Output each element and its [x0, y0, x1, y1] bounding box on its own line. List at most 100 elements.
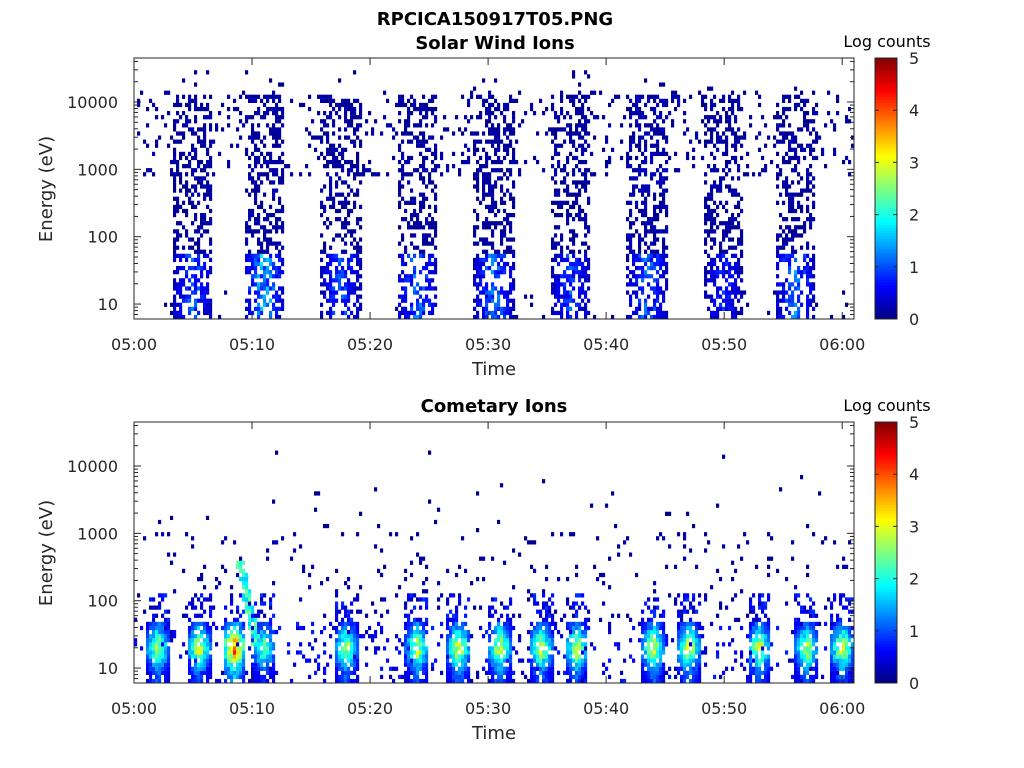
heatmap-cell	[434, 184, 438, 189]
heatmap-cell	[530, 666, 534, 671]
heatmap-cell	[413, 662, 417, 667]
heatmap-cell	[176, 164, 180, 169]
heatmap-cell	[782, 298, 786, 303]
heatmap-cell	[332, 278, 336, 283]
heatmap-cell	[575, 196, 579, 201]
heatmap-cell	[779, 123, 783, 128]
heatmap-cell	[263, 654, 267, 659]
heatmap-cell	[488, 172, 492, 177]
heatmap-cell	[452, 131, 456, 136]
heatmap-cell	[584, 98, 588, 104]
heatmap-cell	[329, 306, 333, 311]
heatmap-cell	[176, 265, 180, 271]
heatmap-cell	[560, 233, 564, 238]
heatmap-cell	[656, 204, 660, 210]
heatmap-cell	[557, 282, 561, 287]
colorbar-segment	[875, 230, 897, 234]
heatmap-cell	[509, 139, 513, 144]
heatmap-cell	[497, 261, 501, 267]
heatmap-cell	[503, 233, 507, 238]
heatmap-cell	[239, 629, 243, 635]
heatmap-cell	[254, 257, 258, 263]
heatmap-cell	[782, 106, 786, 112]
heatmap-cell	[221, 625, 225, 631]
heatmap-cell	[737, 127, 741, 132]
heatmap-cell	[533, 650, 537, 655]
heatmap-cell	[491, 123, 495, 128]
heatmap-cell	[488, 221, 492, 226]
heatmap-cell	[176, 131, 180, 136]
heatmap-cell	[470, 115, 474, 120]
heatmap-cell	[329, 257, 333, 263]
heatmap-cell	[206, 670, 210, 675]
heatmap-cell	[188, 106, 192, 112]
heatmap-cell	[491, 658, 495, 663]
heatmap-cell	[494, 200, 498, 205]
heatmap-cell	[269, 625, 273, 631]
heatmap-cell	[728, 306, 732, 311]
heatmap-cell	[434, 115, 438, 120]
heatmap-cell	[635, 106, 639, 112]
heatmap-cell	[704, 123, 708, 128]
heatmap-cell	[176, 270, 180, 275]
heatmap-cell	[431, 188, 435, 193]
heatmap-cell	[200, 265, 204, 271]
heatmap-cell	[419, 270, 423, 275]
heatmap-cell	[200, 274, 204, 279]
x-tick-label: 05:00	[111, 335, 157, 354]
heatmap-cell	[509, 629, 513, 635]
heatmap-cell	[644, 159, 648, 165]
heatmap-cell	[503, 265, 507, 271]
heatmap-cell	[665, 245, 669, 250]
heatmap-cell	[263, 613, 267, 618]
heatmap-cell	[422, 556, 426, 561]
heatmap-cell	[647, 131, 651, 136]
heatmap-cell	[257, 147, 261, 152]
heatmap-cell	[506, 654, 510, 659]
heatmap-cell	[551, 106, 555, 112]
heatmap-cell	[347, 658, 351, 663]
heatmap-cell	[323, 184, 327, 189]
heatmap-cell	[284, 164, 288, 169]
heatmap-cell	[329, 188, 333, 193]
heatmap-cell	[806, 245, 810, 250]
heatmap-cell	[641, 278, 645, 283]
heatmap-cell	[269, 654, 273, 659]
heatmap-cell	[632, 257, 636, 263]
heatmap-cell	[197, 576, 201, 582]
heatmap-cell	[458, 670, 462, 675]
heatmap-cell	[389, 123, 393, 128]
heatmap-cell	[200, 642, 204, 647]
heatmap-cell	[350, 646, 354, 651]
heatmap-cell	[179, 286, 183, 291]
heatmap-cell	[428, 302, 432, 307]
heatmap-cell	[422, 646, 426, 651]
heatmap-cell	[356, 654, 360, 659]
heatmap-cell	[257, 650, 261, 655]
heatmap-cell	[491, 662, 495, 667]
heatmap-cell	[494, 78, 498, 83]
heatmap-cell	[566, 188, 570, 193]
heatmap-cell	[290, 556, 294, 561]
heatmap-cell	[173, 151, 177, 157]
heatmap-cell	[347, 278, 351, 283]
heatmap-cell	[653, 151, 657, 157]
heatmap-cell	[806, 270, 810, 275]
heatmap-cell	[278, 253, 282, 258]
heatmap-cell	[554, 147, 558, 152]
heatmap-cell	[347, 261, 351, 267]
heatmap-cell	[344, 127, 348, 132]
heatmap-cell	[419, 192, 423, 197]
heatmap-cell	[572, 253, 576, 258]
heatmap-cell	[236, 654, 240, 659]
heatmap-cell	[704, 143, 708, 148]
heatmap-cell	[401, 172, 405, 177]
heatmap-cell	[350, 625, 354, 631]
heatmap-cell	[494, 184, 498, 189]
heatmap-cell	[206, 274, 210, 279]
heatmap-cell	[416, 634, 420, 639]
heatmap-cell	[341, 147, 345, 152]
heatmap-cell	[356, 658, 360, 663]
heatmap-cell	[236, 646, 240, 651]
heatmap-cell	[554, 278, 558, 283]
